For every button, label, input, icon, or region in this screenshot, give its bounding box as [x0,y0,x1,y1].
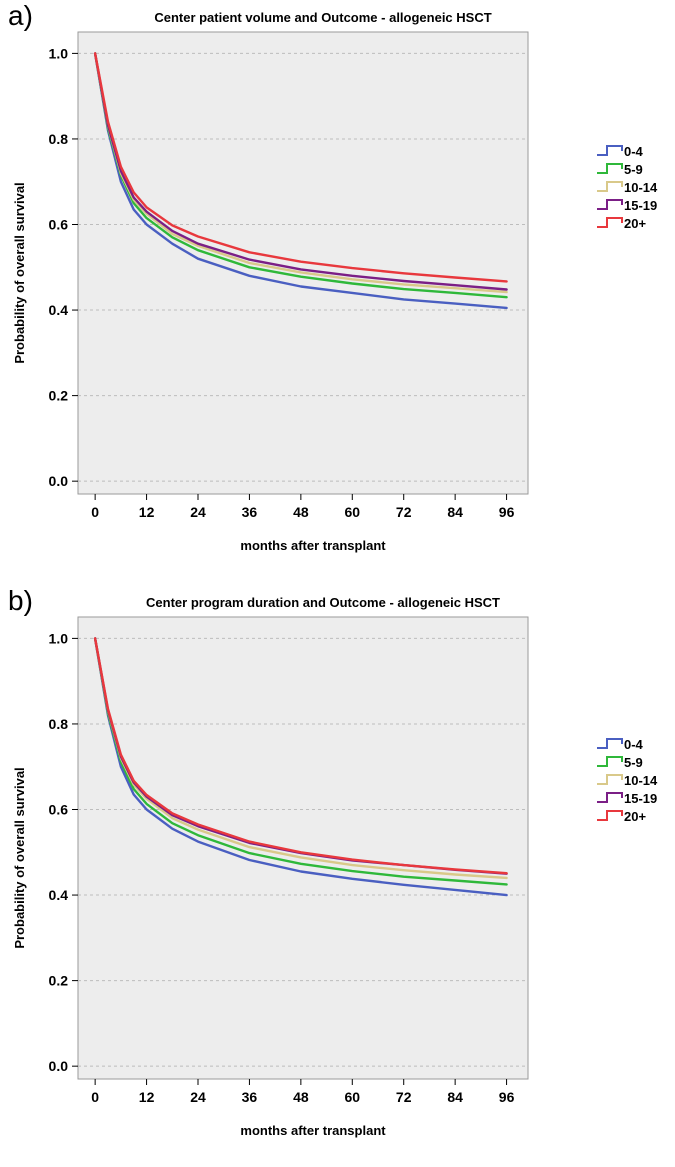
x-tick-label: 24 [190,504,206,520]
x-tick-label: 48 [293,504,309,520]
series-line-15-19 [93,52,508,291]
series-line-0-4 [93,52,508,310]
plot-area [77,616,529,1080]
panel-label: b) [8,585,33,616]
survival-chart-b: Center program duration and Outcome - al… [12,595,658,1138]
legend-label: 5-9 [624,162,643,177]
x-axis-title: months after transplant [240,538,386,553]
legend-swatch [597,738,623,749]
legend-label: 5-9 [624,755,643,770]
legend-item: 10-14 [597,180,658,195]
panel-label: a) [8,0,33,31]
y-tick-label: 0.8 [49,716,69,732]
survival-chart-a: Center patient volume and Outcome - allo… [12,10,658,553]
legend-item: 0-4 [597,144,644,159]
legend-label: 0-4 [624,737,644,752]
series-line-0-4 [93,637,508,897]
y-axis-title: Probability of overall survival [12,182,27,363]
chart-title: Center patient volume and Outcome - allo… [154,10,491,25]
y-tick-label: 0.0 [49,473,69,489]
x-tick-label: 36 [242,1089,258,1105]
legend-swatch [597,774,623,785]
series-line-20+ [93,637,508,875]
y-tick-label: 0.4 [49,302,69,318]
x-tick-label: 96 [499,504,515,520]
y-axis-title: Probability of overall survival [12,767,27,948]
legend-item: 15-19 [597,198,657,213]
y-tick-label: 0.6 [49,217,69,233]
x-tick-label: 60 [344,504,360,520]
x-tick-label: 12 [139,1089,155,1105]
legend-swatch [597,217,623,228]
chart-panel-a: a) Center patient volume and Outcome - a… [0,0,675,575]
chart-title: Center program duration and Outcome - al… [146,595,500,610]
legend-item: 10-14 [597,773,658,788]
x-tick-label: 36 [242,504,258,520]
x-tick-label: 12 [139,504,155,520]
legend-swatch [597,145,623,156]
x-tick-label: 60 [344,1089,360,1105]
legend-label: 10-14 [624,773,658,788]
legend-label: 20+ [624,216,646,231]
y-tick-label: 0.2 [49,388,69,404]
legend-label: 10-14 [624,180,658,195]
legend-item: 20+ [597,809,646,824]
legend-label: 15-19 [624,791,657,806]
x-tick-label: 72 [396,1089,412,1105]
legend-label: 0-4 [624,144,644,159]
y-tick-label: 1.0 [49,45,69,61]
x-tick-label: 0 [91,1089,99,1105]
series-line-20+ [93,52,508,283]
y-tick-label: 0.2 [49,973,69,989]
legend-swatch [597,199,623,210]
x-tick-label: 84 [447,1089,463,1105]
x-tick-label: 48 [293,1089,309,1105]
legend-item: 5-9 [597,755,643,770]
chart-panel-b: b) Center program duration and Outcome -… [0,585,675,1160]
y-tick-label: 0.0 [49,1058,69,1074]
x-tick-label: 84 [447,504,463,520]
legend-item: 5-9 [597,162,643,177]
x-tick-label: 0 [91,504,99,520]
legend-item: 15-19 [597,791,657,806]
y-tick-label: 1.0 [49,630,69,646]
legend-swatch [597,792,623,803]
legend-swatch [597,756,623,767]
y-tick-label: 0.8 [49,131,69,147]
legend-swatch [597,163,623,174]
legend-swatch [597,810,623,821]
legend-label: 15-19 [624,198,657,213]
legend-label: 20+ [624,809,646,824]
legend-item: 20+ [597,216,646,231]
y-tick-label: 0.6 [49,802,69,818]
x-tick-label: 96 [499,1089,515,1105]
series-line-5-9 [93,637,508,886]
x-axis-title: months after transplant [240,1123,386,1138]
legend-item: 0-4 [597,737,644,752]
x-tick-label: 72 [396,504,412,520]
legend-swatch [597,181,623,192]
x-tick-label: 24 [190,1089,206,1105]
y-tick-label: 0.4 [49,887,69,903]
